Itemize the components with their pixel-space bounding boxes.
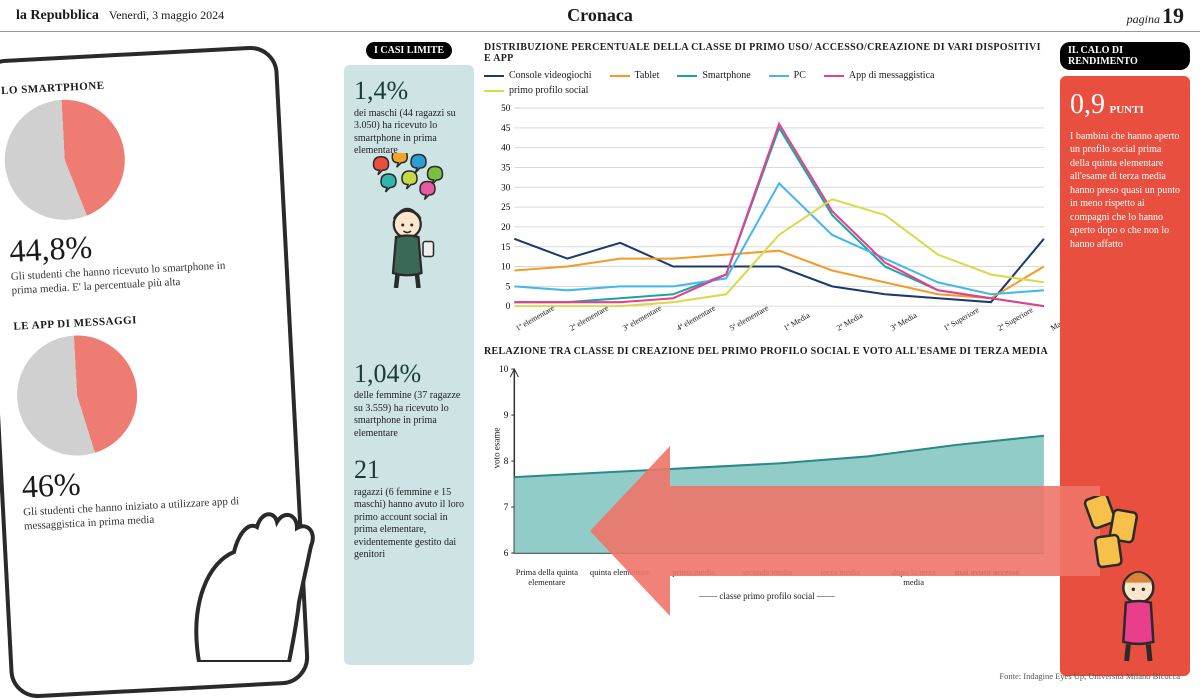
- legend-label: Console videogiochi: [509, 70, 592, 81]
- kid-with-phones: [1080, 496, 1180, 663]
- line-chart-legend: Console videogiochi Tablet Smartphone PC App…: [484, 70, 1050, 96]
- casi-stat: 1,04%delle femmine (37 ragazze su 3.559)…: [354, 358, 464, 441]
- svg-text:25: 25: [501, 202, 511, 212]
- xtick-label: 1ª elementare: [514, 325, 519, 333]
- xtick-label: 3ª Media: [889, 325, 894, 333]
- pie1-chart: [2, 97, 128, 223]
- casi-stat: 1,4%dei maschi (44 ragazzi su 3.050) ha …: [354, 75, 464, 158]
- legend-swatch: [677, 75, 697, 77]
- hand-illustration: [179, 462, 329, 662]
- area-chart-ylabel: voto esame: [491, 428, 501, 469]
- legend-item: Smartphone: [677, 70, 750, 81]
- casi-limite-body: 1,4%dei maschi (44 ragazzi su 3.050) ha …: [344, 65, 474, 665]
- rendimento-body: 0,9 PUNTI I bambini che hanno aperto un …: [1060, 76, 1190, 676]
- svg-text:9: 9: [504, 410, 509, 420]
- casi-stat-num: 1,4%: [354, 75, 464, 108]
- xtick-label: 5ª elementare: [728, 325, 733, 333]
- rendimento-num-row: 0,9 PUNTI: [1070, 86, 1180, 124]
- svg-text:15: 15: [501, 242, 511, 252]
- svg-text:10: 10: [501, 262, 511, 272]
- svg-text:35: 35: [501, 163, 511, 173]
- svg-text:20: 20: [501, 222, 511, 232]
- left-column: LO SMARTPHONE 44,8% Gli studenti che han…: [4, 42, 334, 683]
- svg-text:45: 45: [501, 123, 511, 133]
- xtick-label: 3ª elementare: [621, 325, 626, 333]
- legend-label: PC: [794, 70, 806, 81]
- line-chart-area: 0 5 10 15 20 25 30 35 40 45 50 1ª elementare 2ª ele…: [484, 102, 1050, 332]
- rendimento-text: I bambini che hanno aperto un profilo so…: [1070, 130, 1180, 252]
- svg-text:8: 8: [504, 456, 509, 466]
- svg-text:10: 10: [499, 364, 509, 374]
- legend-item: primo profilo social: [484, 85, 588, 96]
- pie1-label: LO SMARTPHONE: [1, 72, 257, 97]
- svg-text:50: 50: [501, 103, 511, 113]
- pie2-chart: [14, 332, 140, 458]
- page-number: pagina19: [1127, 3, 1184, 29]
- casi-stat-num: 1,04%: [354, 358, 464, 391]
- legend-label: Tablet: [635, 70, 660, 81]
- right-column: IL CALO DI RENDIMENTO 0,9 PUNTI I bambin…: [1060, 42, 1190, 683]
- newspaper-brand: la Repubblica: [16, 8, 99, 24]
- pie2-label: LE APP DI MESSAGGI: [13, 307, 269, 332]
- svg-text:40: 40: [501, 143, 511, 153]
- casi-limite-column: I CASI LIMITE 1,4%dei maschi (44 ragazzi…: [344, 42, 474, 683]
- legend-item: PC: [769, 70, 806, 81]
- rendimento-unit: PUNTI: [1110, 104, 1144, 116]
- rendimento-num: 0,9: [1070, 89, 1105, 120]
- rendimento-header: IL CALO DI RENDIMENTO: [1060, 42, 1190, 70]
- xtick-label: 2ª Media: [835, 325, 840, 333]
- legend-swatch: [824, 75, 844, 77]
- svg-text:30: 30: [501, 182, 511, 192]
- legend-swatch: [484, 75, 504, 77]
- svg-text:0: 0: [506, 301, 511, 311]
- xtick-label: 4ª elementare: [675, 325, 680, 333]
- casi-stat: 21ragazzi (6 femmine e 15 maschi) hanno …: [354, 454, 464, 562]
- source-credit: Fonte: Indagine Eyes Up, Università Mila…: [999, 671, 1180, 681]
- line-chart-block: DISTRIBUZIONE PERCENTUALE DELLA CLASSE D…: [484, 42, 1050, 332]
- xtick-label: 2ª Superiore: [996, 325, 1001, 333]
- area-chart-title: RELAZIONE TRA CLASSE DI CREAZIONE DEL PR…: [484, 346, 1050, 357]
- legend-item: Console videogiochi: [484, 70, 592, 81]
- svg-text:7: 7: [504, 502, 509, 512]
- casi-stat-text: ragazzi (6 femmine e 15 maschi) hanno av…: [354, 487, 464, 562]
- legend-label: Smartphone: [702, 70, 750, 81]
- casi-stat-num: 21: [354, 454, 464, 487]
- line-chart-xticks: 1ª elementare 2ª elementare 3ª elementare 4…: [514, 325, 1050, 334]
- section-title: Cronaca: [567, 5, 633, 26]
- legend-label: primo profilo social: [509, 85, 588, 96]
- legend-swatch: [484, 90, 504, 92]
- xtick-label: 1ª Media: [782, 325, 787, 333]
- xtick-label: Prima della quinta elementare: [514, 567, 580, 587]
- svg-text:5: 5: [506, 281, 511, 291]
- legend-item: Tablet: [610, 70, 660, 81]
- xtick-label: Mai avuto accesso: [1049, 325, 1054, 333]
- issue-date: Venerdì, 3 maggio 2024: [109, 8, 224, 23]
- svg-text:6: 6: [504, 548, 509, 558]
- legend-swatch: [769, 75, 789, 77]
- xtick-label: 2ª elementare: [568, 325, 573, 333]
- line-chart-svg: 0 5 10 15 20 25 30 35 40 45 50: [484, 102, 1050, 334]
- line-chart-title: DISTRIBUZIONE PERCENTUALE DELLA CLASSE D…: [484, 42, 1050, 64]
- red-arrow: [590, 436, 1100, 626]
- casi-limite-header: I CASI LIMITE: [366, 42, 452, 59]
- casi-stat-text: dei maschi (44 ragazzi su 3.050) ha rice…: [354, 108, 464, 158]
- legend-item: App di messaggistica: [824, 70, 935, 81]
- pie-block-smartphone: LO SMARTPHONE 44,8% Gli studenti che han…: [1, 72, 268, 299]
- casi-stat-text: delle femmine (37 ragazze su 3.559) ha r…: [354, 390, 464, 440]
- legend-label: App di messaggistica: [849, 70, 935, 81]
- masthead: la Repubblica Venerdì, 3 maggio 2024 Cro…: [0, 0, 1200, 32]
- kid-with-bubbles: [366, 153, 456, 288]
- xtick-label: 1ª Superiore: [942, 325, 947, 333]
- legend-swatch: [610, 75, 630, 77]
